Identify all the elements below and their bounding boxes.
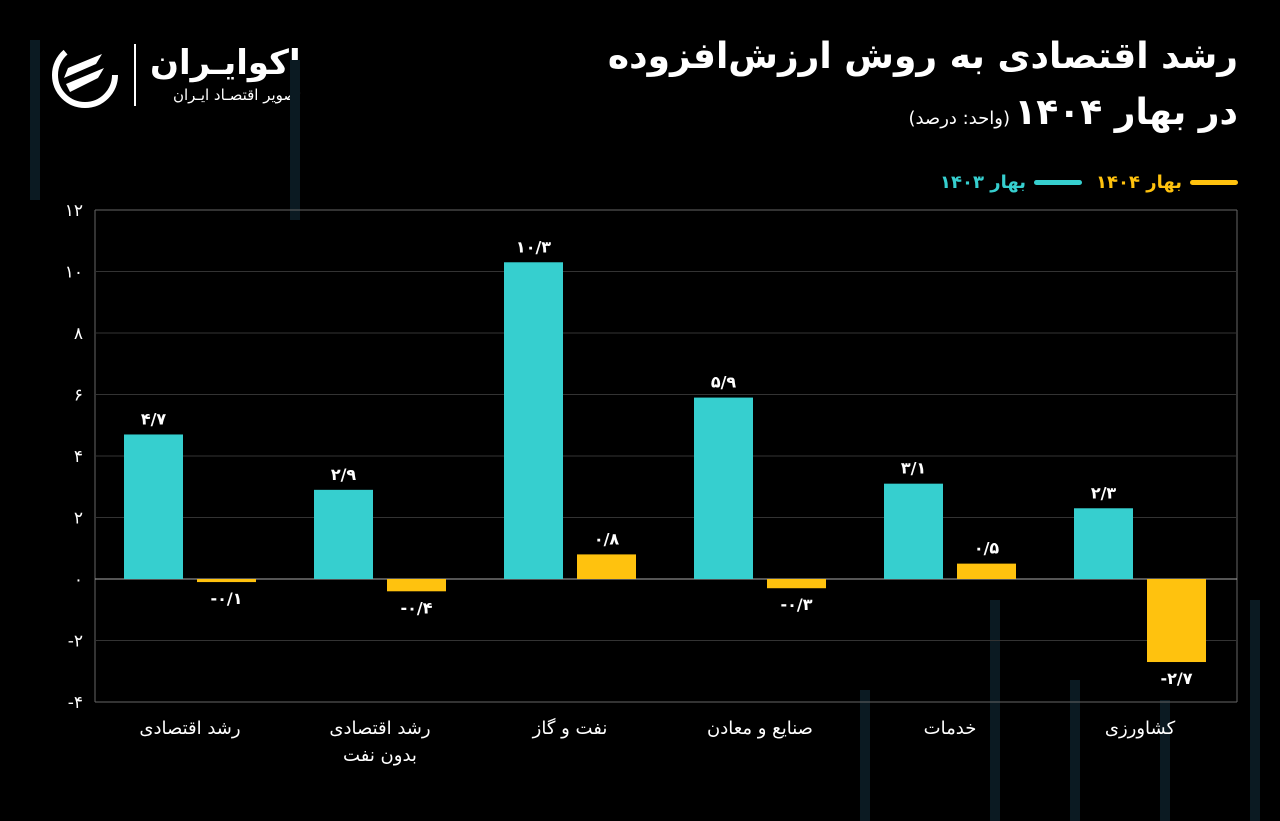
logo-separator — [134, 44, 136, 106]
logo-tagline: تصویر اقتصـاد ایـران — [172, 86, 301, 104]
bar-1403 — [504, 262, 563, 579]
background-candle — [1070, 680, 1080, 821]
data-label: ۲/۹ — [331, 465, 357, 484]
y-tick-label: ۸ — [74, 324, 83, 344]
bar-1403 — [694, 397, 753, 579]
chart-title-line1: رشد اقتصادی به روش ارزش‌افزوده — [607, 36, 1238, 77]
legend-label-1404: بهار ۱۴۰۴ — [1096, 172, 1182, 193]
y-tick-label: ۶ — [74, 386, 83, 406]
background-candle — [30, 40, 40, 200]
x-tick-label: صنایع و معادن — [707, 718, 813, 739]
data-label: ۲/۳ — [1091, 483, 1117, 502]
data-label: -۰/۳ — [780, 595, 812, 614]
bar-1403 — [124, 434, 183, 579]
data-label: -۲/۷ — [1160, 669, 1192, 688]
bar-1404 — [387, 579, 446, 592]
bar-1404 — [957, 563, 1016, 579]
x-tick-label: رشد اقتصادی — [329, 718, 430, 739]
y-tick-label: ۲ — [74, 509, 83, 529]
x-tick-label: خدمات — [924, 718, 977, 739]
unit-label: (واحد: درصد) — [908, 108, 1010, 129]
data-label: ۵/۹ — [711, 373, 737, 392]
y-tick-label: -۲ — [68, 632, 83, 652]
x-tick-label: بدون نفت — [343, 745, 417, 766]
bar-1403 — [314, 489, 373, 579]
data-label: ۰/۵ — [974, 539, 1000, 558]
data-label: ۱۰/۳ — [516, 237, 551, 256]
y-tick-label: -۴ — [68, 693, 83, 713]
data-label: ۰/۸ — [594, 529, 620, 548]
y-tick-label: ۱۰ — [65, 263, 83, 283]
x-tick-label: رشد اقتصادی — [139, 718, 240, 739]
bar-1404 — [1147, 579, 1206, 663]
data-label: ۴/۷ — [141, 409, 167, 428]
background-candle — [1160, 700, 1170, 821]
legend-swatch-1404 — [1190, 180, 1238, 185]
x-tick-label: نفت و گاز — [532, 717, 608, 739]
y-tick-label: ۴ — [74, 447, 83, 467]
bar-1403 — [884, 483, 943, 579]
legend-swatch-1403 — [1034, 180, 1083, 185]
data-label: -۰/۱ — [210, 589, 242, 608]
data-label: -۰/۴ — [400, 598, 432, 617]
legend: بهار ۱۴۰۴ بهار ۱۴۰۳ — [940, 172, 1238, 193]
logo: اکوایـران تصویر اقتصـاد ایـران — [50, 40, 301, 110]
legend-label-1403: بهار ۱۴۰۳ — [940, 172, 1027, 193]
background-candle — [860, 690, 870, 821]
y-tick-label: ۰ — [74, 570, 83, 590]
bar-1404 — [767, 579, 826, 589]
bar-1404 — [577, 554, 636, 579]
data-label: ۳/۱ — [901, 459, 926, 478]
logo-name: اکوایـران — [150, 43, 301, 83]
bar-1403 — [1074, 508, 1133, 579]
bar-1404 — [197, 579, 256, 583]
y-tick-label: ۱۲ — [65, 201, 83, 221]
background-candle — [1250, 600, 1260, 821]
background-candle — [990, 600, 1000, 821]
chart-title-line2: در بهار ۱۴۰۴ — [1014, 92, 1238, 133]
logo-mark-icon — [52, 42, 118, 108]
x-tick-label: کشاورزی — [1105, 718, 1176, 739]
